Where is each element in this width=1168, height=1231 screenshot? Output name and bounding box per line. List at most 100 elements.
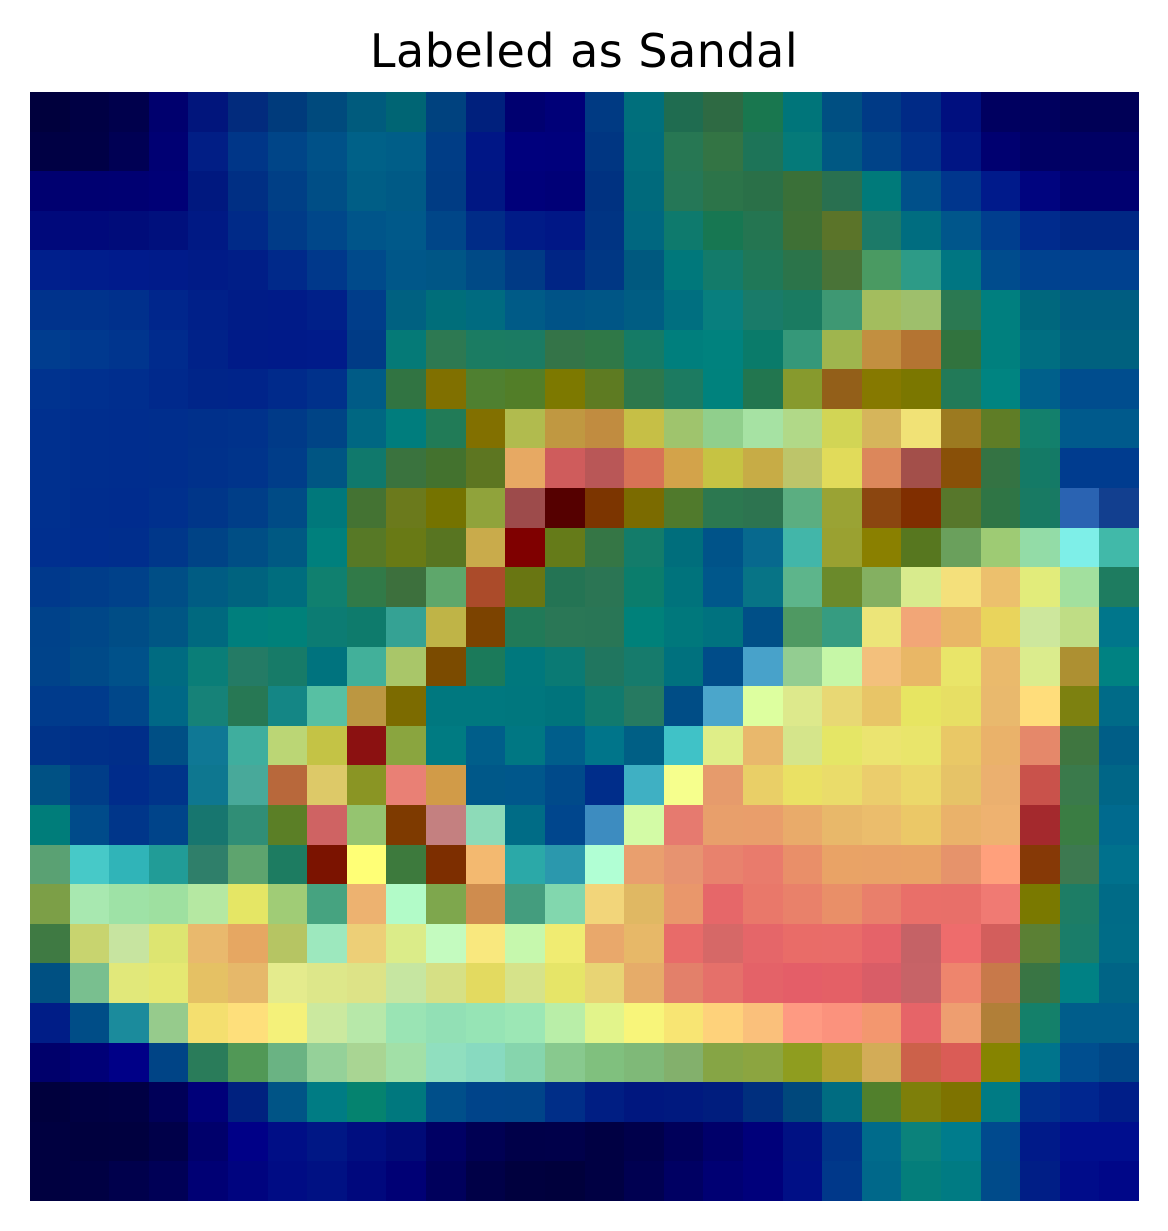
heatmap-cell	[505, 884, 545, 924]
heatmap-cell	[465, 1082, 506, 1122]
heatmap-cell	[426, 408, 466, 449]
heatmap-cell	[782, 369, 823, 409]
heatmap-cell	[1059, 1161, 1100, 1201]
heatmap-cell	[386, 488, 427, 528]
heatmap-cell	[1020, 606, 1060, 647]
heatmap-cell	[148, 1002, 189, 1043]
heatmap-cell	[426, 488, 466, 528]
heatmap-cell	[742, 844, 783, 885]
heatmap-cell	[30, 210, 70, 251]
heatmap-cell	[742, 250, 783, 291]
heatmap-cell	[148, 686, 189, 726]
heatmap-cell	[148, 131, 189, 172]
heatmap-cell	[188, 329, 229, 370]
heatmap-cell	[188, 1161, 229, 1201]
heatmap-cell	[465, 963, 506, 1003]
heatmap-cell	[742, 1002, 783, 1043]
heatmap-cell	[30, 369, 70, 409]
heatmap-cell	[465, 250, 506, 291]
heatmap-cell	[782, 884, 823, 924]
heatmap-cell	[1020, 210, 1060, 251]
heatmap-cell	[901, 1002, 941, 1043]
heatmap-cell	[505, 369, 545, 409]
heatmap-cell	[1099, 1082, 1139, 1122]
heatmap-cell	[1099, 1161, 1139, 1201]
heatmap-cell	[1099, 606, 1139, 647]
heatmap-cell	[703, 210, 743, 251]
heatmap-cell	[148, 171, 189, 211]
heatmap-cell	[782, 606, 823, 647]
heatmap-cell	[782, 1002, 823, 1043]
heatmap-cell	[703, 725, 743, 766]
heatmap-cell	[663, 329, 704, 370]
heatmap-cell	[742, 1121, 783, 1162]
heatmap-cell	[1020, 804, 1060, 845]
heatmap-cell	[584, 92, 625, 132]
heatmap-cell	[544, 290, 585, 330]
heatmap-cell	[1020, 725, 1060, 766]
heatmap-cell	[148, 290, 189, 330]
heatmap-cell	[544, 250, 585, 291]
heatmap-cell	[346, 765, 387, 805]
heatmap-cell	[544, 884, 585, 924]
heatmap-cell	[980, 923, 1021, 964]
heatmap-cell	[940, 923, 981, 964]
heatmap-cell	[69, 131, 110, 172]
saliency-heatmap	[30, 92, 1139, 1201]
heatmap-cell	[584, 210, 625, 251]
heatmap-cell	[663, 884, 704, 924]
heatmap-cell	[346, 1002, 387, 1043]
heatmap-cell	[69, 567, 110, 607]
heatmap-cell	[346, 844, 387, 885]
heatmap-cell	[465, 131, 506, 172]
heatmap-cell	[1059, 369, 1100, 409]
heatmap-cell	[188, 171, 229, 211]
heatmap-cell	[69, 1121, 110, 1162]
heatmap-cell	[901, 92, 941, 132]
heatmap-cell	[148, 448, 189, 489]
heatmap-cell	[1020, 250, 1060, 291]
heatmap-cell	[940, 567, 981, 607]
heatmap-cell	[980, 290, 1021, 330]
heatmap-cell	[386, 686, 427, 726]
heatmap-cell	[426, 1121, 466, 1162]
heatmap-cell	[109, 1161, 149, 1201]
heatmap-cell	[228, 369, 268, 409]
heatmap-cell	[782, 250, 823, 291]
heatmap-cell	[267, 329, 308, 370]
heatmap-cell	[544, 369, 585, 409]
heatmap-cell	[109, 448, 149, 489]
heatmap-cell	[307, 329, 347, 370]
heatmap-cell	[426, 329, 466, 370]
heatmap-cell	[624, 1121, 664, 1162]
heatmap-cell	[1020, 963, 1060, 1003]
heatmap-cell	[940, 171, 981, 211]
heatmap-cell	[663, 567, 704, 607]
heatmap-cell	[307, 963, 347, 1003]
heatmap-cell	[861, 369, 902, 409]
heatmap-cell	[940, 725, 981, 766]
heatmap-cell	[624, 210, 664, 251]
heatmap-cell	[505, 131, 545, 172]
heatmap-cell	[148, 210, 189, 251]
heatmap-cell	[822, 844, 862, 885]
heatmap-cell	[544, 171, 585, 211]
heatmap-cell	[782, 290, 823, 330]
heatmap-cell	[544, 606, 585, 647]
heatmap-cell	[69, 1161, 110, 1201]
heatmap-cell	[584, 171, 625, 211]
heatmap-cell	[386, 171, 427, 211]
heatmap-cell	[505, 646, 545, 687]
heatmap-cell	[386, 804, 427, 845]
heatmap-cell	[386, 210, 427, 251]
heatmap-cell	[1099, 369, 1139, 409]
heatmap-cell	[584, 1121, 625, 1162]
heatmap-cell	[782, 1121, 823, 1162]
heatmap-cell	[109, 1002, 149, 1043]
heatmap-cell	[188, 1002, 229, 1043]
heatmap-cell	[584, 250, 625, 291]
heatmap-cell	[307, 92, 347, 132]
heatmap-cell	[1059, 963, 1100, 1003]
heatmap-cell	[465, 408, 506, 449]
heatmap-cell	[663, 250, 704, 291]
